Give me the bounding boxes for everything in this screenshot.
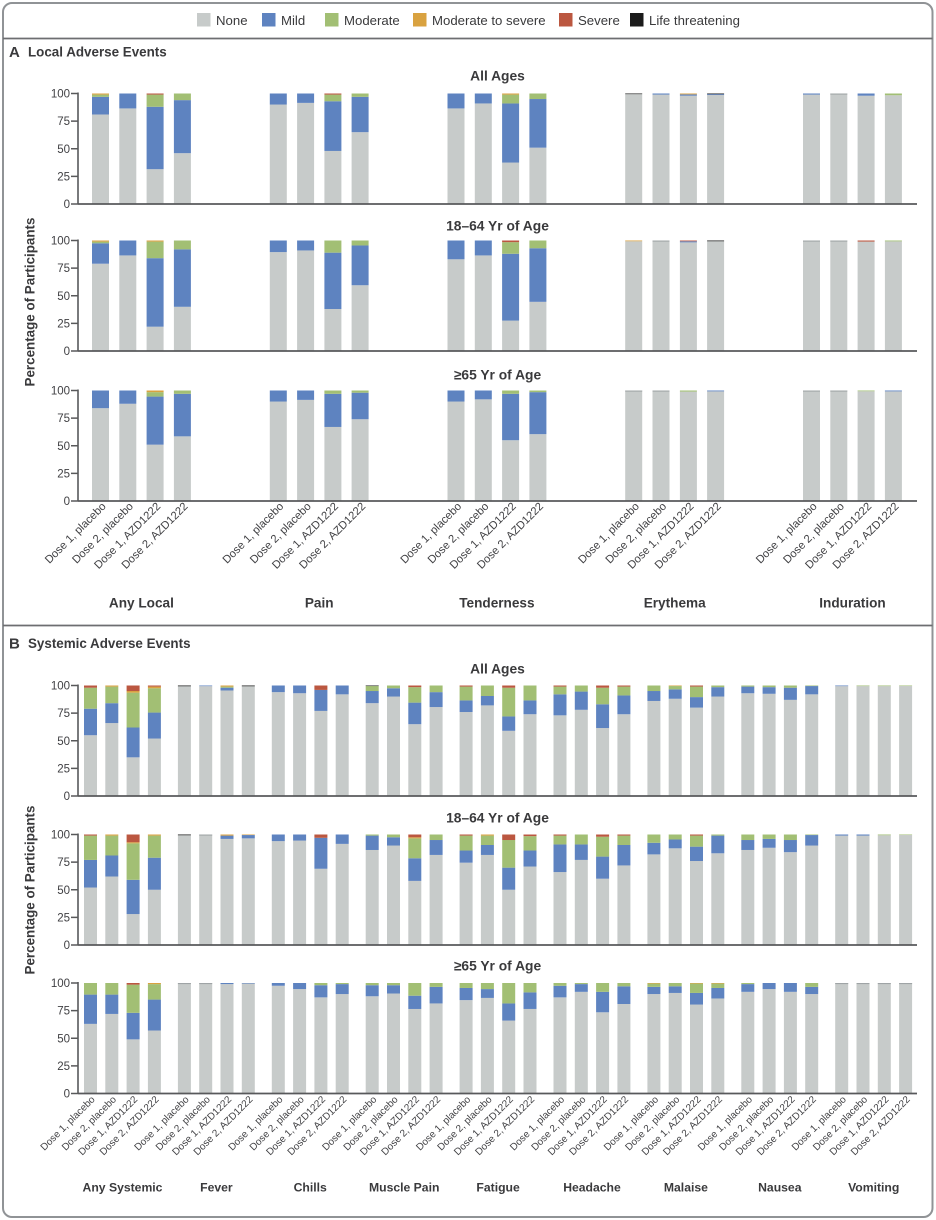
svg-text:Headache: Headache [563,1181,621,1195]
svg-text:75: 75 [57,1006,70,1018]
svg-text:Fatigue: Fatigue [476,1181,520,1195]
svg-text:25: 25 [57,468,70,480]
svg-text:≥65 Yr of Age: ≥65 Yr of Age [454,368,542,383]
svg-text:Severe: Severe [578,13,620,28]
svg-text:100: 100 [51,89,70,101]
svg-text:75: 75 [57,263,70,275]
svg-text:25: 25 [57,1061,70,1073]
svg-text:18–64 Yr of Age: 18–64 Yr of Age [446,811,549,826]
svg-text:0: 0 [64,1089,70,1101]
svg-text:Chills: Chills [294,1181,327,1195]
svg-text:25: 25 [57,318,70,330]
svg-text:Any Systemic: Any Systemic [83,1181,163,1195]
svg-text:Fever: Fever [200,1181,233,1195]
svg-text:B: B [9,636,20,653]
svg-text:50: 50 [57,144,70,156]
svg-text:Life threatening: Life threatening [649,13,740,28]
svg-text:Local Adverse Events: Local Adverse Events [28,45,167,60]
svg-text:50: 50 [57,736,70,748]
svg-text:100: 100 [51,978,70,990]
svg-text:0: 0 [64,940,70,952]
svg-text:25: 25 [57,171,70,183]
svg-text:Malaise: Malaise [664,1181,708,1195]
svg-text:50: 50 [57,441,70,453]
svg-text:Induration: Induration [819,596,885,611]
svg-text:100: 100 [51,386,70,398]
svg-text:75: 75 [57,708,70,720]
svg-text:Mild: Mild [281,13,305,28]
svg-text:Pain: Pain [305,596,334,611]
svg-text:Percentage of Participants: Percentage of Participants [23,806,38,975]
svg-text:0: 0 [64,346,70,358]
svg-text:75: 75 [57,857,70,869]
svg-text:100: 100 [51,830,70,842]
svg-text:Vomiting: Vomiting [848,1181,899,1195]
svg-text:18–64 Yr of Age: 18–64 Yr of Age [446,219,549,234]
svg-text:Erythema: Erythema [644,596,706,611]
svg-text:0: 0 [64,791,70,803]
svg-text:50: 50 [57,1033,70,1045]
svg-text:75: 75 [57,413,70,425]
svg-text:50: 50 [57,291,70,303]
svg-text:Any Local: Any Local [109,596,174,611]
svg-text:Percentage of Participants: Percentage of Participants [23,218,38,387]
svg-text:25: 25 [57,912,70,924]
svg-text:50: 50 [57,885,70,897]
svg-text:Tenderness: Tenderness [459,596,534,611]
svg-text:100: 100 [51,681,70,693]
svg-text:75: 75 [57,116,70,128]
svg-text:All Ages: All Ages [470,69,525,84]
svg-text:None: None [216,13,248,28]
svg-text:Muscle Pain: Muscle Pain [369,1181,439,1195]
svg-text:100: 100 [51,236,70,248]
svg-text:All Ages: All Ages [470,662,525,677]
svg-text:≥65 Yr of Age: ≥65 Yr of Age [454,959,542,974]
svg-text:Systemic Adverse Events: Systemic Adverse Events [28,636,191,651]
svg-text:Moderate to severe: Moderate to severe [432,13,546,28]
svg-text:0: 0 [64,496,70,508]
svg-text:A: A [9,44,20,61]
svg-text:Nausea: Nausea [758,1181,802,1195]
svg-text:Moderate: Moderate [344,13,400,28]
svg-text:25: 25 [57,763,70,775]
svg-text:0: 0 [64,199,70,211]
